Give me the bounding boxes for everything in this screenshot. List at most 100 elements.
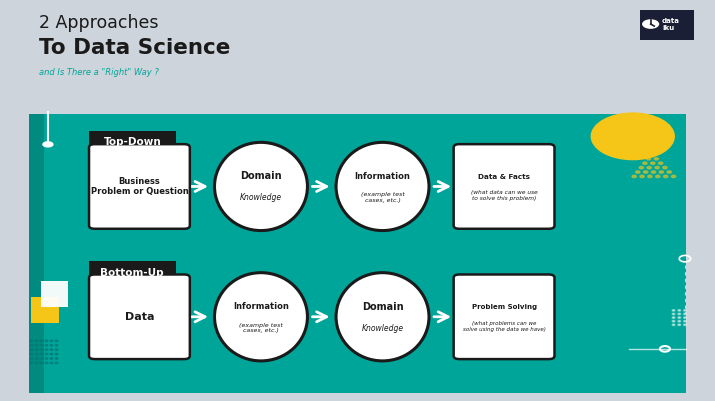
Circle shape — [50, 362, 53, 364]
Text: Knowledge: Knowledge — [240, 193, 282, 202]
Circle shape — [55, 362, 58, 364]
Circle shape — [672, 313, 675, 315]
Circle shape — [45, 340, 48, 342]
Text: Domain: Domain — [362, 302, 403, 312]
Circle shape — [647, 166, 651, 169]
Circle shape — [40, 340, 43, 342]
Circle shape — [35, 362, 38, 364]
Circle shape — [45, 358, 48, 359]
Text: Information: Information — [355, 172, 410, 181]
Text: To Data Science: To Data Science — [39, 38, 231, 58]
Text: (what problems can we
solve using the data we have): (what problems can we solve using the da… — [463, 321, 546, 332]
Circle shape — [40, 349, 43, 350]
Circle shape — [672, 317, 675, 318]
Circle shape — [55, 353, 58, 355]
Ellipse shape — [214, 142, 307, 231]
Circle shape — [664, 175, 668, 178]
Circle shape — [40, 362, 43, 364]
Ellipse shape — [336, 273, 429, 361]
Circle shape — [672, 324, 675, 326]
FancyBboxPatch shape — [29, 114, 44, 393]
Circle shape — [42, 141, 54, 148]
Circle shape — [663, 166, 667, 169]
Text: Problem Solving: Problem Solving — [471, 304, 537, 310]
Circle shape — [644, 171, 648, 173]
Circle shape — [651, 162, 655, 164]
Circle shape — [650, 153, 654, 156]
FancyBboxPatch shape — [89, 261, 176, 284]
Ellipse shape — [214, 273, 307, 361]
Circle shape — [684, 310, 686, 311]
Circle shape — [591, 113, 674, 160]
Circle shape — [40, 344, 43, 346]
Ellipse shape — [336, 142, 429, 231]
Circle shape — [50, 353, 53, 355]
Text: Domain: Domain — [240, 172, 282, 181]
Circle shape — [35, 340, 38, 342]
FancyBboxPatch shape — [41, 281, 68, 307]
Circle shape — [40, 353, 43, 355]
Circle shape — [55, 358, 58, 359]
Circle shape — [35, 353, 38, 355]
Text: Business
Problem or Question: Business Problem or Question — [91, 177, 188, 196]
Circle shape — [35, 349, 38, 350]
Circle shape — [50, 349, 53, 350]
FancyBboxPatch shape — [31, 297, 59, 323]
Circle shape — [651, 171, 656, 173]
Circle shape — [636, 171, 640, 173]
Circle shape — [30, 344, 33, 346]
Circle shape — [45, 344, 48, 346]
FancyBboxPatch shape — [453, 144, 555, 229]
Text: Knowledge: Knowledge — [362, 324, 403, 332]
Circle shape — [45, 353, 48, 355]
Text: (example test
cases, etc.): (example test cases, etc.) — [239, 323, 283, 333]
Text: (what data can we use
to solve this problem): (what data can we use to solve this prob… — [470, 190, 538, 201]
Circle shape — [684, 313, 686, 315]
Circle shape — [35, 344, 38, 346]
FancyBboxPatch shape — [89, 131, 176, 154]
Circle shape — [672, 310, 675, 311]
Text: (example test
cases, etc.): (example test cases, etc.) — [360, 192, 405, 203]
Circle shape — [671, 175, 676, 178]
FancyBboxPatch shape — [89, 144, 190, 229]
Circle shape — [656, 175, 660, 178]
Circle shape — [30, 358, 33, 359]
FancyBboxPatch shape — [640, 10, 694, 40]
Circle shape — [30, 353, 33, 355]
Circle shape — [30, 340, 33, 342]
Circle shape — [55, 340, 58, 342]
Text: Information: Information — [233, 302, 289, 311]
Circle shape — [678, 313, 681, 315]
Circle shape — [30, 349, 33, 350]
Circle shape — [678, 320, 681, 322]
Circle shape — [648, 175, 652, 178]
Circle shape — [642, 19, 659, 29]
Circle shape — [655, 166, 659, 169]
Circle shape — [672, 320, 675, 322]
FancyBboxPatch shape — [89, 274, 190, 359]
Circle shape — [55, 349, 58, 350]
Circle shape — [659, 171, 664, 173]
Circle shape — [35, 358, 38, 359]
Circle shape — [684, 317, 686, 318]
Circle shape — [640, 175, 644, 178]
Circle shape — [45, 362, 48, 364]
Text: data
iku: data iku — [662, 18, 680, 31]
Circle shape — [684, 320, 686, 322]
Text: Data: Data — [124, 312, 154, 322]
Circle shape — [50, 340, 53, 342]
Circle shape — [678, 324, 681, 326]
Circle shape — [678, 310, 681, 311]
Circle shape — [659, 162, 663, 164]
Circle shape — [646, 158, 651, 160]
FancyBboxPatch shape — [29, 114, 686, 393]
Circle shape — [50, 344, 53, 346]
Circle shape — [40, 358, 43, 359]
Circle shape — [639, 166, 644, 169]
Circle shape — [632, 175, 636, 178]
Text: Bottom-Up: Bottom-Up — [101, 268, 164, 277]
Circle shape — [50, 358, 53, 359]
Circle shape — [667, 171, 671, 173]
Circle shape — [678, 317, 681, 318]
Circle shape — [654, 158, 659, 160]
